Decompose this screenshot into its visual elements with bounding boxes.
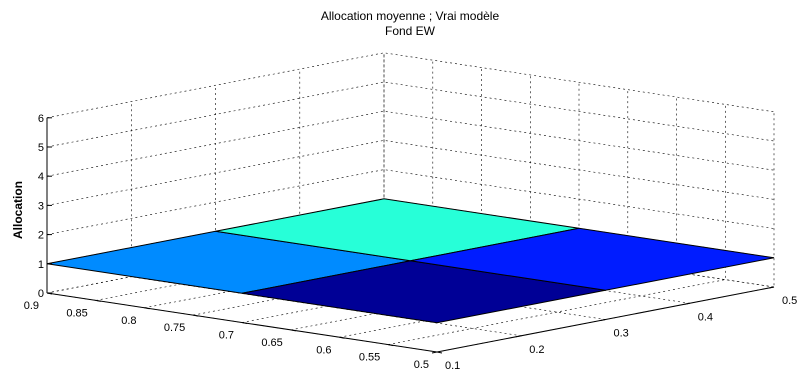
axis-layer: 0.90.850.80.750.70.650.60.550.5 0.10.20.3…: [24, 113, 798, 372]
z-tick-label: 2: [38, 230, 44, 242]
z-gridline: [46, 81, 775, 148]
z-tick-label: 3: [38, 200, 44, 212]
x-gridline: [388, 104, 726, 345]
x-tick-label: 0.6: [316, 344, 331, 356]
chart-subtitle: Fond EW: [385, 24, 436, 38]
x-tick-label: 0.55: [359, 352, 380, 364]
z-axis-label: Allocation: [11, 181, 25, 239]
y-tick-label: 0.1: [445, 360, 460, 372]
x-tick: [436, 351, 443, 354]
x-tick-label: 0.9: [24, 300, 39, 312]
y-tick-label: 0.2: [529, 344, 544, 356]
surface-layer: [46, 198, 775, 324]
chart-title: Allocation moyenne ; Vrai modèle: [321, 9, 500, 23]
z-gridline: [46, 52, 775, 119]
z-tick-label: 6: [38, 113, 44, 125]
x-tick-label: 0.65: [261, 337, 282, 349]
surface-cell: [410, 227, 775, 291]
z-tick-label: 0: [38, 288, 44, 300]
x-gridline: [339, 97, 677, 338]
x-gridline: [436, 111, 775, 353]
y-tick: [431, 351, 438, 354]
y-tick-label: 0.3: [614, 328, 629, 340]
x-tick: [339, 336, 345, 339]
x-tick-label: 0.8: [121, 315, 136, 327]
x-gridline: [290, 89, 629, 331]
z-gridline: [46, 140, 775, 206]
x-tick-label: 0.5: [414, 359, 429, 371]
x-tick: [95, 299, 101, 302]
x-tick: [388, 344, 394, 347]
z-tick-label: 1: [38, 259, 44, 271]
x-gridline: [95, 60, 434, 301]
y-tick-label: 0.4: [698, 311, 713, 323]
x-tick-label: 0.85: [66, 307, 87, 319]
z-gridline: [46, 169, 775, 235]
y-tick: [768, 286, 775, 289]
x-tick: [193, 314, 199, 317]
x-tick-label: 0.75: [164, 322, 185, 334]
y-tick: [516, 335, 522, 338]
y-tick-label: 0.5: [782, 295, 797, 307]
x-tick-label: 0.7: [219, 330, 234, 342]
y-tick: [600, 319, 606, 321]
z-tick-label: 5: [38, 142, 44, 154]
z-gridline: [46, 110, 775, 177]
x-tick: [241, 322, 248, 324]
x-tick: [144, 307, 150, 310]
z-tick-label: 4: [38, 171, 44, 183]
y-tick: [684, 302, 690, 305]
x-tick: [290, 329, 296, 332]
